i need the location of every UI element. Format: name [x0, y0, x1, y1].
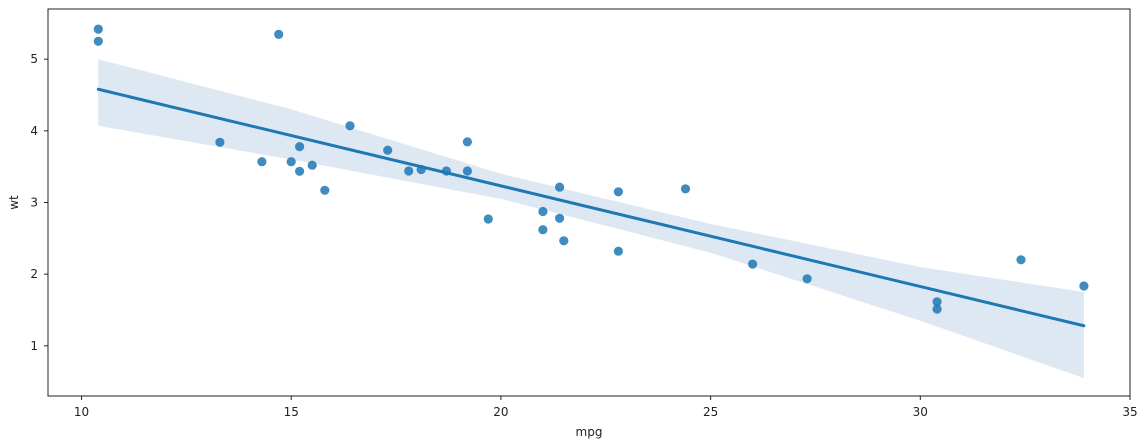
y-tick-label: 5 — [30, 52, 38, 66]
data-point — [559, 236, 569, 246]
data-point — [932, 297, 942, 307]
plot-area — [47, 8, 1131, 397]
x-axis: 10 15 20 25 30 35 — [74, 396, 1138, 419]
data-point — [555, 213, 565, 223]
data-point — [215, 137, 225, 147]
x-tick-label: 25 — [703, 405, 718, 419]
x-axis-label: mpg — [576, 425, 603, 439]
data-point — [93, 36, 103, 46]
data-point — [257, 157, 267, 167]
x-tick-label: 15 — [284, 405, 299, 419]
data-point — [748, 259, 758, 269]
y-axis-label: wt — [7, 195, 21, 210]
data-point — [274, 29, 284, 39]
data-point — [538, 225, 548, 235]
data-point — [295, 166, 305, 176]
y-tick-label: 2 — [30, 267, 38, 281]
data-point — [307, 160, 317, 170]
y-tick-label: 1 — [30, 339, 38, 353]
x-tick-label: 10 — [74, 405, 89, 419]
data-point — [462, 137, 472, 147]
data-point — [1079, 281, 1089, 291]
regression-line — [96, 87, 1086, 328]
data-point — [383, 145, 393, 155]
y-axis: 1 2 3 4 5 — [30, 52, 48, 353]
data-point — [295, 142, 305, 152]
data-point — [1016, 255, 1026, 265]
data-point — [345, 121, 355, 131]
data-point — [462, 166, 472, 176]
data-point — [538, 206, 548, 217]
x-tick-label: 20 — [493, 405, 508, 419]
data-point — [613, 246, 624, 256]
data-point — [483, 214, 493, 224]
data-point — [932, 304, 942, 314]
data-point — [93, 24, 103, 34]
x-tick-label: 30 — [913, 405, 928, 419]
data-point — [680, 184, 691, 194]
data-point — [320, 185, 330, 195]
data-point — [404, 166, 414, 176]
y-tick-label: 4 — [30, 124, 38, 138]
data-point — [286, 157, 296, 167]
x-tick-label: 35 — [1122, 405, 1137, 419]
data-point — [802, 274, 812, 284]
data-point — [613, 187, 624, 197]
y-tick-label: 3 — [30, 196, 38, 210]
data-point — [555, 182, 565, 192]
confidence-band — [98, 59, 1084, 379]
